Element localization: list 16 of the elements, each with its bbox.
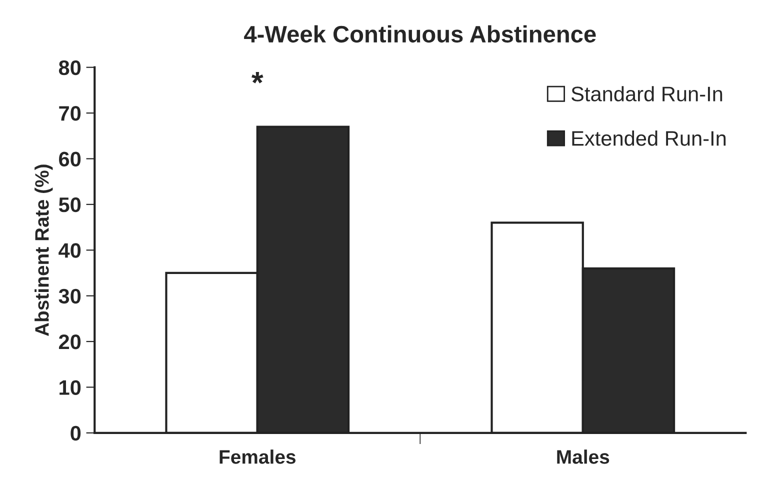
y-tick-label: 30 — [58, 288, 81, 304]
x-tick-label: Females — [220, 450, 296, 464]
y-tick-label: 10 — [60, 380, 81, 395]
y-tick-label: 50 — [58, 197, 81, 212]
y-tick-label: 40 — [58, 243, 81, 258]
y-axis-title: Abstinent Rate (%) — [34, 164, 53, 336]
annotation: * — [252, 72, 264, 84]
legend-label: Extended Run-In — [572, 130, 726, 146]
legend-label: Standard Run-In — [572, 86, 722, 102]
x-tick-label: Males — [557, 450, 610, 464]
y-tick-label: 70 — [59, 106, 81, 121]
y-tick-label: 60 — [59, 152, 81, 166]
y-tick-label: 20 — [58, 334, 81, 350]
y-tick-label: 80 — [58, 60, 81, 76]
chart-title: 4-Week Continuous Abstinence — [244, 25, 596, 43]
y-tick-label: 0 — [70, 426, 81, 441]
